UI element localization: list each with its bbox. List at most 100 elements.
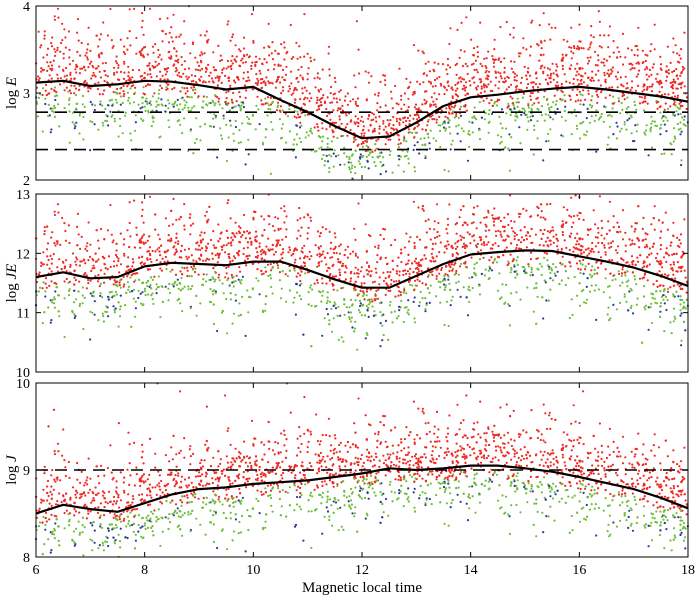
y-tick-label-log-e: 2 bbox=[23, 174, 30, 189]
data-point-log-je bbox=[181, 287, 184, 290]
data-point-log-je bbox=[177, 240, 180, 243]
data-point-log-e bbox=[454, 83, 457, 87]
data-point-log-e bbox=[139, 107, 142, 110]
data-point-log-e bbox=[377, 156, 380, 159]
data-point-log-je bbox=[675, 252, 678, 255]
data-point-log-e bbox=[318, 98, 321, 101]
data-point-log-e bbox=[591, 70, 594, 73]
data-point-log-je bbox=[606, 313, 609, 316]
data-point-log-je bbox=[63, 297, 66, 300]
data-point-log-je bbox=[647, 328, 650, 331]
data-point-log-je bbox=[326, 296, 329, 299]
data-point-log-je bbox=[425, 246, 428, 249]
data-point-log-je bbox=[307, 226, 310, 229]
data-point-log-je bbox=[284, 273, 287, 276]
data-point-log-je bbox=[408, 283, 412, 286]
data-point-log-e bbox=[579, 79, 582, 82]
data-point-log-e bbox=[89, 149, 92, 152]
data-point-log-je bbox=[560, 247, 563, 251]
data-point-log-je bbox=[439, 286, 442, 289]
data-point-log-e bbox=[56, 77, 60, 80]
data-point-log-e bbox=[356, 97, 360, 100]
data-point-log-e bbox=[471, 131, 474, 134]
data-point-log-e bbox=[519, 81, 523, 84]
data-point-log-e bbox=[295, 41, 298, 44]
data-point-log-e bbox=[503, 77, 506, 80]
data-point-log-e bbox=[57, 16, 60, 19]
data-point-log-e bbox=[159, 78, 162, 81]
data-point-log-je bbox=[313, 305, 317, 308]
data-point-log-e bbox=[41, 130, 44, 133]
data-point-log-je bbox=[426, 287, 429, 290]
data-point-log-je bbox=[624, 231, 627, 234]
data-point-log-je bbox=[680, 339, 683, 342]
data-point-log-e bbox=[539, 53, 542, 56]
data-point-log-e bbox=[64, 36, 67, 39]
data-point-log-je bbox=[65, 259, 68, 262]
data-point-log-je bbox=[479, 239, 482, 242]
data-point-log-e bbox=[294, 156, 297, 159]
data-point-log-je bbox=[376, 297, 379, 300]
data-point-log-je bbox=[197, 248, 200, 251]
data-point-log-je bbox=[338, 252, 341, 255]
data-point-log-e bbox=[485, 85, 488, 88]
data-point-log-je bbox=[499, 230, 502, 233]
data-point-log-je bbox=[112, 283, 115, 286]
data-point-log-e bbox=[650, 126, 653, 129]
data-point-log-e bbox=[377, 138, 380, 141]
data-point-log-je bbox=[381, 339, 384, 342]
data-point-log-je bbox=[261, 234, 264, 237]
data-point-log-e bbox=[229, 119, 232, 122]
data-point-log-je bbox=[509, 194, 512, 197]
data-point-log-e bbox=[271, 128, 274, 131]
data-point-log-je bbox=[594, 245, 598, 248]
data-point-log-e bbox=[81, 94, 84, 98]
data-point-log-je bbox=[104, 267, 107, 270]
data-point-log-je bbox=[580, 290, 583, 293]
data-point-log-e bbox=[309, 60, 313, 63]
data-point-log-e bbox=[296, 110, 299, 113]
data-point-log-e bbox=[290, 57, 293, 61]
data-point-log-e bbox=[620, 127, 623, 130]
data-point-log-e bbox=[671, 70, 674, 74]
data-point-log-e bbox=[521, 96, 525, 99]
data-point-log-je bbox=[211, 252, 214, 255]
data-point-log-e bbox=[582, 89, 585, 92]
data-point-log-je bbox=[374, 294, 377, 297]
data-point-log-je bbox=[160, 269, 164, 272]
data-point-log-je bbox=[61, 260, 65, 263]
data-point-log-je bbox=[168, 291, 172, 295]
data-point-log-e bbox=[575, 114, 578, 117]
data-point-log-je bbox=[530, 271, 533, 274]
data-point-log-je bbox=[217, 223, 220, 226]
data-point-log-je bbox=[377, 247, 380, 250]
data-point-log-je bbox=[193, 270, 197, 274]
data-point-log-je bbox=[545, 252, 549, 255]
data-point-log-e bbox=[529, 98, 533, 101]
data-point-log-e bbox=[407, 97, 410, 100]
data-point-log-e bbox=[142, 86, 145, 89]
data-point-log-je bbox=[555, 233, 558, 236]
data-point-log-je bbox=[510, 292, 513, 295]
data-point-log-je bbox=[278, 271, 281, 274]
data-point-log-je bbox=[431, 273, 434, 276]
data-point-log-e bbox=[201, 53, 204, 56]
data-point-log-e bbox=[37, 96, 41, 99]
data-point-log-e bbox=[264, 128, 267, 131]
data-point-log-e bbox=[673, 135, 676, 138]
data-point-log-e bbox=[232, 132, 235, 135]
data-point-log-je bbox=[126, 275, 129, 278]
data-point-log-e bbox=[240, 104, 243, 107]
data-point-log-je bbox=[567, 277, 570, 280]
data-point-log-e bbox=[549, 77, 552, 80]
y-axis-title-log-e: log E bbox=[4, 77, 20, 109]
data-point-log-je bbox=[293, 296, 296, 299]
data-point-log-je bbox=[150, 287, 153, 290]
data-point-log-je bbox=[275, 239, 278, 242]
data-point-log-je bbox=[460, 262, 463, 265]
data-point-log-e bbox=[447, 84, 450, 87]
data-point-log-e bbox=[87, 86, 90, 89]
data-point-log-e bbox=[336, 101, 339, 104]
data-point-log-e bbox=[314, 86, 317, 89]
data-point-log-je bbox=[56, 266, 59, 269]
